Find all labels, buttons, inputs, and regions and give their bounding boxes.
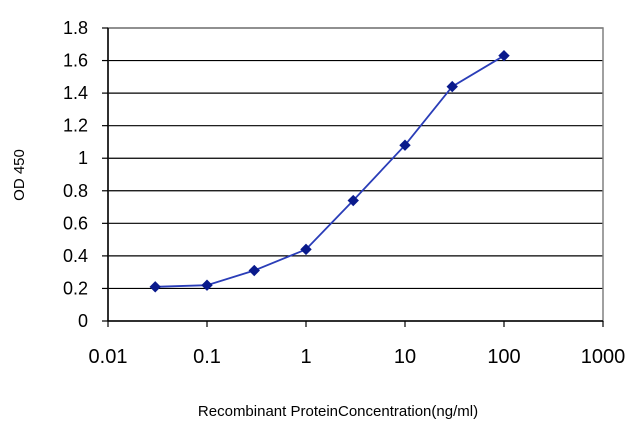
- plot-area: [107, 27, 604, 322]
- x-tick-label: 0.01: [89, 346, 128, 368]
- y-tick-label: 0: [78, 311, 88, 331]
- x-axis-title: Recombinant ProteinConcentration(ng/ml): [198, 403, 478, 420]
- series-layer: [149, 49, 510, 293]
- grid-layer: [108, 27, 603, 290]
- data-point: [201, 279, 213, 291]
- data-point: [300, 243, 312, 256]
- x-tick-label: 1000: [581, 346, 626, 368]
- y-tick-label: 0.4: [63, 246, 88, 266]
- y-tick-label: 0.6: [63, 213, 88, 233]
- y-tick-label: 1: [78, 148, 88, 168]
- data-point: [347, 194, 359, 207]
- x-tick-label: 0.1: [193, 346, 221, 368]
- y-tick-label: 1.8: [63, 18, 88, 38]
- x-tick-label: 10: [394, 346, 416, 368]
- data-point: [498, 49, 510, 62]
- data-point: [149, 281, 161, 293]
- label-layer: 0 0.2 0.4 0.6 0.8 1 1.2 1.4 1.6 1.8 0.01 0.1 1 10 100 1…: [63, 18, 625, 368]
- data-point: [248, 264, 260, 277]
- data-point: [446, 80, 458, 93]
- y-tick-label: 1.6: [63, 51, 88, 71]
- axis-layer: [102, 27, 604, 327]
- series-line: [155, 54, 505, 288]
- x-tick-label: 1: [300, 346, 311, 368]
- x-tick-label: 100: [487, 346, 520, 368]
- y-tick-label: 0.8: [63, 181, 88, 201]
- y-axis-title: OD 450: [11, 149, 28, 201]
- y-tick-label: 0.2: [63, 278, 88, 298]
- y-tick-label: 1.2: [63, 116, 88, 136]
- y-tick-label: 1.4: [63, 83, 88, 103]
- data-point: [399, 139, 411, 151]
